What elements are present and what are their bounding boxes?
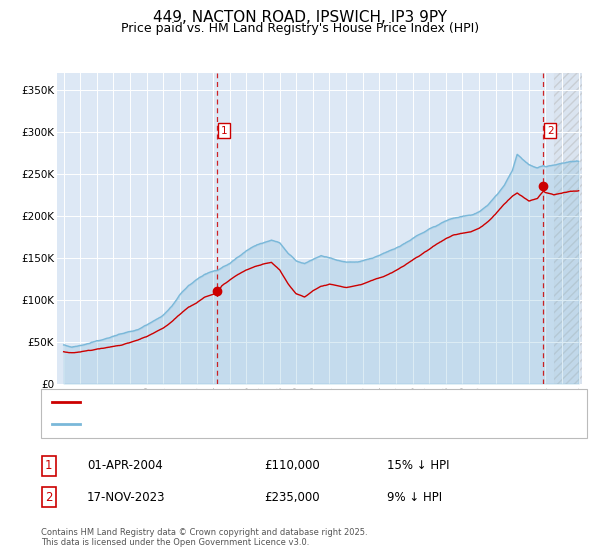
Text: 2: 2 [45,491,53,504]
Text: £235,000: £235,000 [264,491,320,504]
Text: 1: 1 [221,126,227,136]
Text: 15% ↓ HPI: 15% ↓ HPI [387,459,449,473]
Text: 2: 2 [547,126,553,136]
Text: 17-NOV-2023: 17-NOV-2023 [87,491,166,504]
Text: 1: 1 [45,459,53,473]
Bar [554,73,582,384]
Text: Price paid vs. HM Land Registry's House Price Index (HPI): Price paid vs. HM Land Registry's House … [121,22,479,35]
Bar [554,73,587,384]
Text: 01-APR-2004: 01-APR-2004 [87,459,163,473]
Text: 9% ↓ HPI: 9% ↓ HPI [387,491,442,504]
Bar [554,73,587,384]
Text: £110,000: £110,000 [264,459,320,473]
Text: 449, NACTON ROAD, IPSWICH, IP3 9PY: 449, NACTON ROAD, IPSWICH, IP3 9PY [153,10,447,25]
Text: HPI: Average price, semi-detached house, Ipswich: HPI: Average price, semi-detached house,… [83,419,343,429]
Text: 449, NACTON ROAD, IPSWICH, IP3 9PY (semi-detached house): 449, NACTON ROAD, IPSWICH, IP3 9PY (semi… [83,398,406,408]
Text: Contains HM Land Registry data © Crown copyright and database right 2025.
This d: Contains HM Land Registry data © Crown c… [41,528,367,547]
